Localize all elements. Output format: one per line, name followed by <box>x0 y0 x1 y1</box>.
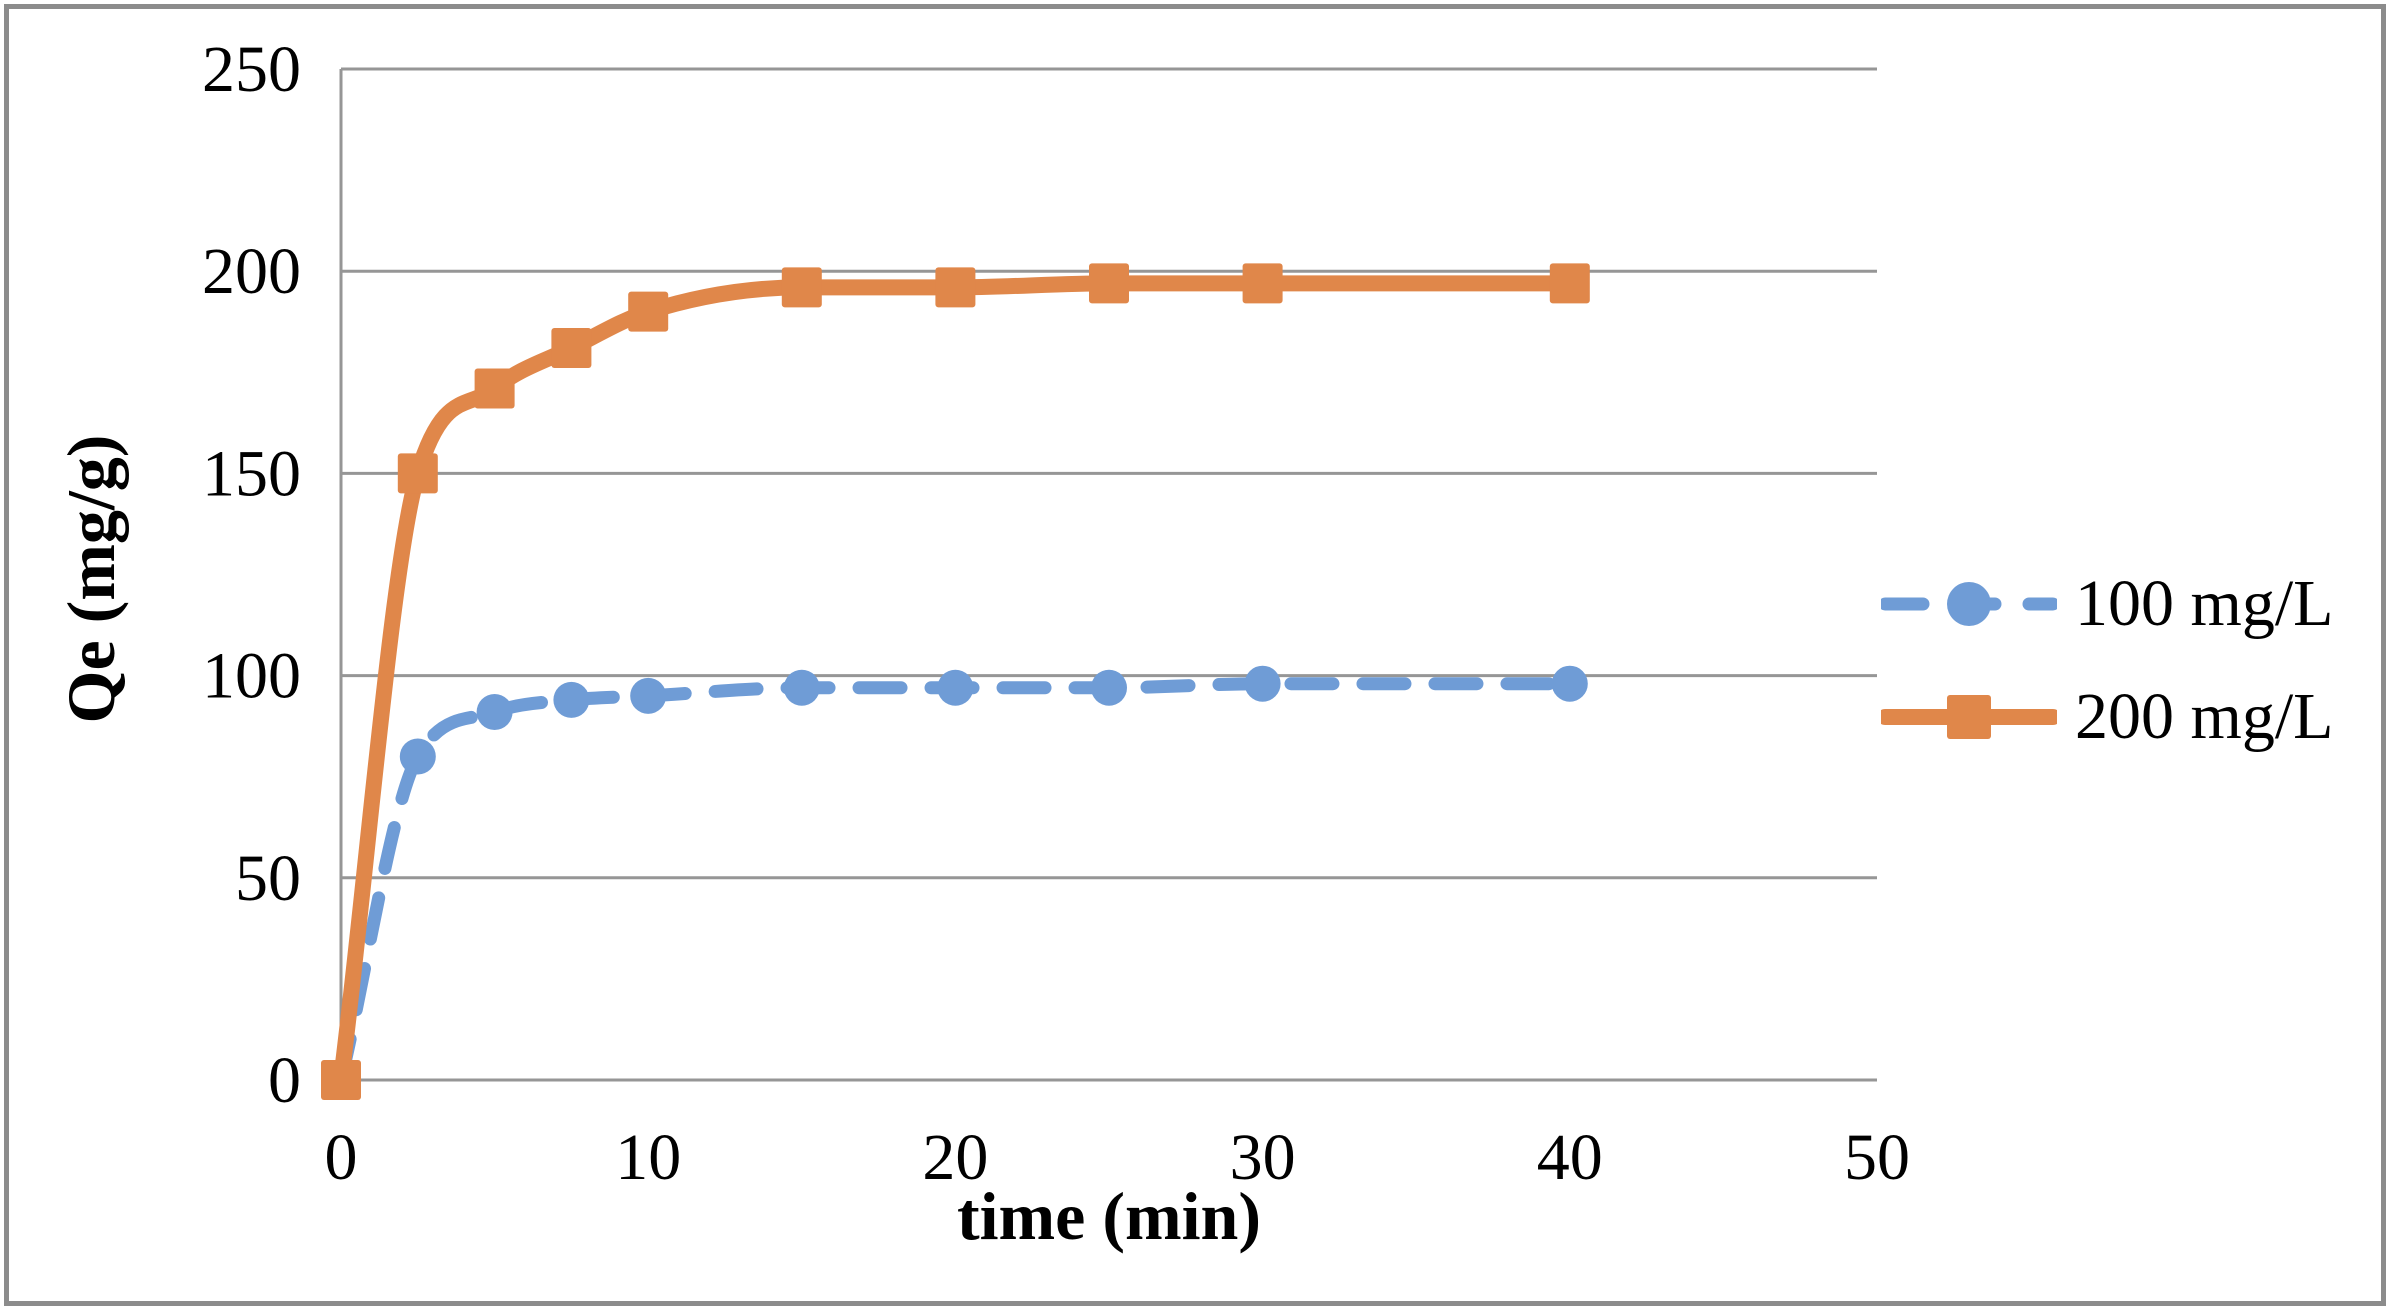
legend-label-100mgL: 100 mg/L <box>2075 566 2334 640</box>
marker-square <box>935 267 976 308</box>
marker-square <box>628 291 669 332</box>
marker-square <box>474 368 515 409</box>
marker-square <box>1242 263 1283 304</box>
marker-square <box>397 453 438 494</box>
x-tick-label-50: 50 <box>1844 1121 1910 1194</box>
y-tick-label-200: 200 <box>202 235 301 308</box>
x-tick-label-20: 20 <box>922 1121 988 1194</box>
x-axis-title: time (min) <box>956 1178 1261 1254</box>
marker-circle <box>630 677 667 714</box>
y-tick-label-0: 0 <box>268 1044 301 1117</box>
y-tick-label-150: 150 <box>202 437 301 510</box>
legend-swatch-200mgL-icon <box>1881 694 2057 739</box>
marker-circle <box>1551 665 1588 702</box>
marker-square <box>781 267 822 308</box>
legend: 100 mg/L 200 mg/L <box>1881 547 2334 773</box>
marker-circle <box>553 681 590 718</box>
marker-circle <box>783 669 820 706</box>
x-tick-label-0: 0 <box>325 1121 358 1194</box>
marker-square <box>321 1060 361 1100</box>
legend-entry-100mgL: 100 mg/L <box>1881 547 2334 660</box>
x-tick-label-10: 10 <box>615 1121 681 1194</box>
marker-square <box>1089 263 1129 304</box>
marker-square <box>551 328 592 369</box>
series-line-100-mg-l <box>334 677 1577 1087</box>
marker-circle <box>1091 669 1127 706</box>
line-chart-canvas: 0 50 100 150 200 250 0 10 20 30 40 50 <box>202 33 1910 1194</box>
marker-circle <box>399 738 436 775</box>
x-tick-label-40: 40 <box>1537 1121 1603 1194</box>
legend-entry-200mgL: 200 mg/L <box>1881 660 2334 773</box>
y-tick-label-250: 250 <box>202 33 301 106</box>
marker-square <box>1549 263 1590 304</box>
y-tick-label-50: 50 <box>235 842 301 915</box>
marker-circle <box>1244 665 1281 702</box>
marker-circle <box>937 669 974 706</box>
y-axis-title: Qe (mg/g) <box>53 434 129 724</box>
legend-label-200mgL: 200 mg/L <box>2075 679 2334 753</box>
marker-circle <box>476 693 513 730</box>
x-tick-label-30: 30 <box>1230 1121 1296 1194</box>
chart-frame: 0 50 100 150 200 250 0 10 20 30 40 50 Qe (mg/g) tim… <box>4 4 2386 1306</box>
y-tick-label-100: 100 <box>202 640 301 713</box>
series-line-200-mg-l <box>333 275 1578 1088</box>
legend-swatch-100mgL-icon <box>1881 581 2057 626</box>
